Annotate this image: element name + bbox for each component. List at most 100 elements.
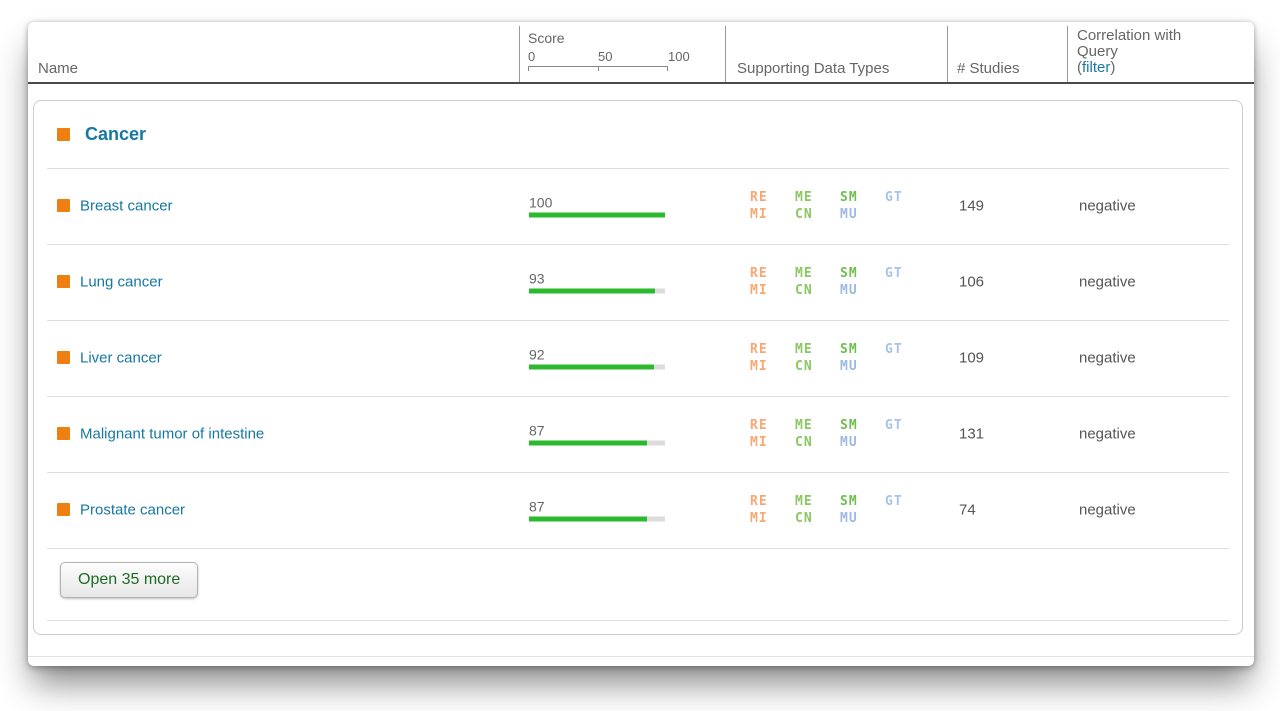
score-bar-track xyxy=(529,440,665,446)
score-bar-fill xyxy=(529,212,665,218)
orange-square-icon xyxy=(57,199,70,212)
score-cell: 93 xyxy=(529,271,665,294)
data-type-badge-gt: GT xyxy=(885,494,903,509)
data-type-badge-me: ME xyxy=(795,342,813,357)
orange-square-icon xyxy=(57,503,70,516)
row-divider xyxy=(47,320,1229,321)
orange-square-icon xyxy=(57,351,70,364)
data-type-badge-sm: SM xyxy=(840,266,858,281)
correlation-value: negative xyxy=(1079,273,1136,291)
column-divider xyxy=(947,26,948,82)
data-type-badge-cn: CN xyxy=(795,435,813,450)
data-type-badge-re: RE xyxy=(750,494,768,509)
disease-name-link[interactable]: Lung cancer xyxy=(80,273,163,291)
data-type-badge-me: ME xyxy=(795,266,813,281)
disease-name-link[interactable]: Breast cancer xyxy=(80,197,173,215)
data-type-badge-gt: GT xyxy=(885,190,903,205)
open-more-button[interactable]: Open 35 more xyxy=(60,562,199,598)
score-bar-fill xyxy=(529,364,655,370)
row-divider xyxy=(47,620,1229,621)
data-type-badge-re: RE xyxy=(750,342,768,357)
orange-square-icon xyxy=(57,275,70,288)
studies-count: 131 xyxy=(959,425,985,443)
column-divider xyxy=(725,26,726,82)
row-divider xyxy=(47,244,1229,245)
results-card: Name Score 0 50 100 Supporting Data Type… xyxy=(28,22,1254,666)
filter-link[interactable]: filter xyxy=(1082,59,1111,76)
open-more-row: Open 35 more xyxy=(34,548,1242,620)
data-type-badge-me: ME xyxy=(795,190,813,205)
table-row: Malignant tumor of intestine 87 RE ME SM GT… xyxy=(34,396,1242,472)
correlation-value: negative xyxy=(1079,501,1136,519)
column-header-data-types: Supporting Data Types xyxy=(737,60,890,77)
data-type-badge-cn: CN xyxy=(795,283,813,298)
data-type-badges: RE ME SM GT MI CN MU xyxy=(750,266,930,298)
row-divider xyxy=(47,548,1229,549)
score-bar-track xyxy=(529,288,665,294)
studies-count: 109 xyxy=(959,349,985,367)
orange-square-icon xyxy=(57,427,70,440)
row-divider xyxy=(47,472,1229,473)
data-type-badge-re: RE xyxy=(750,418,768,433)
score-cell: 100 xyxy=(529,195,665,218)
row-divider xyxy=(47,396,1229,397)
disease-name-link[interactable]: Liver cancer xyxy=(80,349,162,367)
orange-square-icon xyxy=(57,128,70,141)
column-header-studies: # Studies xyxy=(957,60,1020,77)
column-header-correlation: Correlation with Query (filter) xyxy=(1077,27,1182,76)
score-cell: 87 xyxy=(529,499,665,522)
data-type-badge-gt: GT xyxy=(885,266,903,281)
data-type-badge-sm: SM xyxy=(840,190,858,205)
score-bar-fill xyxy=(529,288,656,294)
scale-tick-label: 0 xyxy=(528,49,536,64)
data-type-badge-sm: SM xyxy=(840,494,858,509)
data-type-badge-gt: GT xyxy=(885,342,903,357)
table-row: Prostate cancer 87 RE ME SM GT MI CN MU 74 neg… xyxy=(34,472,1242,548)
data-type-badge-mi: MI xyxy=(750,435,768,450)
data-type-badges: RE ME SM GT MI CN MU xyxy=(750,494,930,526)
correlation-value: negative xyxy=(1079,349,1136,367)
score-bar-fill xyxy=(529,440,648,446)
column-divider xyxy=(519,26,520,82)
correlation-value: negative xyxy=(1079,197,1136,215)
data-type-badge-mi: MI xyxy=(750,359,768,374)
data-type-badge-mu: MU xyxy=(840,359,858,374)
scale-tick-label: 100 xyxy=(668,49,690,64)
disease-name-link[interactable]: Prostate cancer xyxy=(80,501,186,519)
data-type-badge-sm: SM xyxy=(840,418,858,433)
scale-tick-label: 50 xyxy=(598,49,613,64)
row-divider xyxy=(47,168,1229,169)
table-row: Liver cancer 92 RE ME SM GT MI CN MU 109 negat… xyxy=(34,320,1242,396)
data-type-badges: RE ME SM GT MI CN MU xyxy=(750,418,930,450)
score-value: 92 xyxy=(529,346,545,363)
score-cell: 92 xyxy=(529,347,665,370)
studies-count: 106 xyxy=(959,273,985,291)
data-type-badge-cn: CN xyxy=(795,207,813,222)
data-type-badge-cn: CN xyxy=(795,511,813,526)
score-bar-track xyxy=(529,516,665,522)
score-value: 87 xyxy=(529,422,545,439)
score-bar-track xyxy=(529,212,665,218)
data-type-badge-mu: MU xyxy=(840,207,858,222)
group-header: Cancer xyxy=(34,101,1242,168)
data-type-badge-cn: CN xyxy=(795,359,813,374)
score-cell: 87 xyxy=(529,423,665,446)
studies-count: 74 xyxy=(959,501,976,519)
panel-footer xyxy=(34,620,1242,635)
data-type-badges: RE ME SM GT MI CN MU xyxy=(750,342,930,374)
disease-name-link[interactable]: Malignant tumor of intestine xyxy=(80,425,265,443)
score-bar-fill xyxy=(529,516,648,522)
data-type-badge-mu: MU xyxy=(840,283,858,298)
score-value: 87 xyxy=(529,498,545,515)
data-type-badge-re: RE xyxy=(750,266,768,281)
data-type-badge-mi: MI xyxy=(750,207,768,222)
score-scale: 0 50 100 xyxy=(528,49,690,71)
group-title[interactable]: Cancer xyxy=(85,124,147,144)
studies-count: 149 xyxy=(959,197,985,215)
card-footer-divider xyxy=(28,656,1254,657)
table-row: Lung cancer 93 RE ME SM GT MI CN MU 106 negati… xyxy=(34,244,1242,320)
correlation-value: negative xyxy=(1079,425,1136,443)
data-type-badges: RE ME SM GT MI CN MU xyxy=(750,190,930,222)
table-header: Name Score 0 50 100 Supporting Data Type… xyxy=(28,22,1254,84)
score-bar-track xyxy=(529,364,665,370)
